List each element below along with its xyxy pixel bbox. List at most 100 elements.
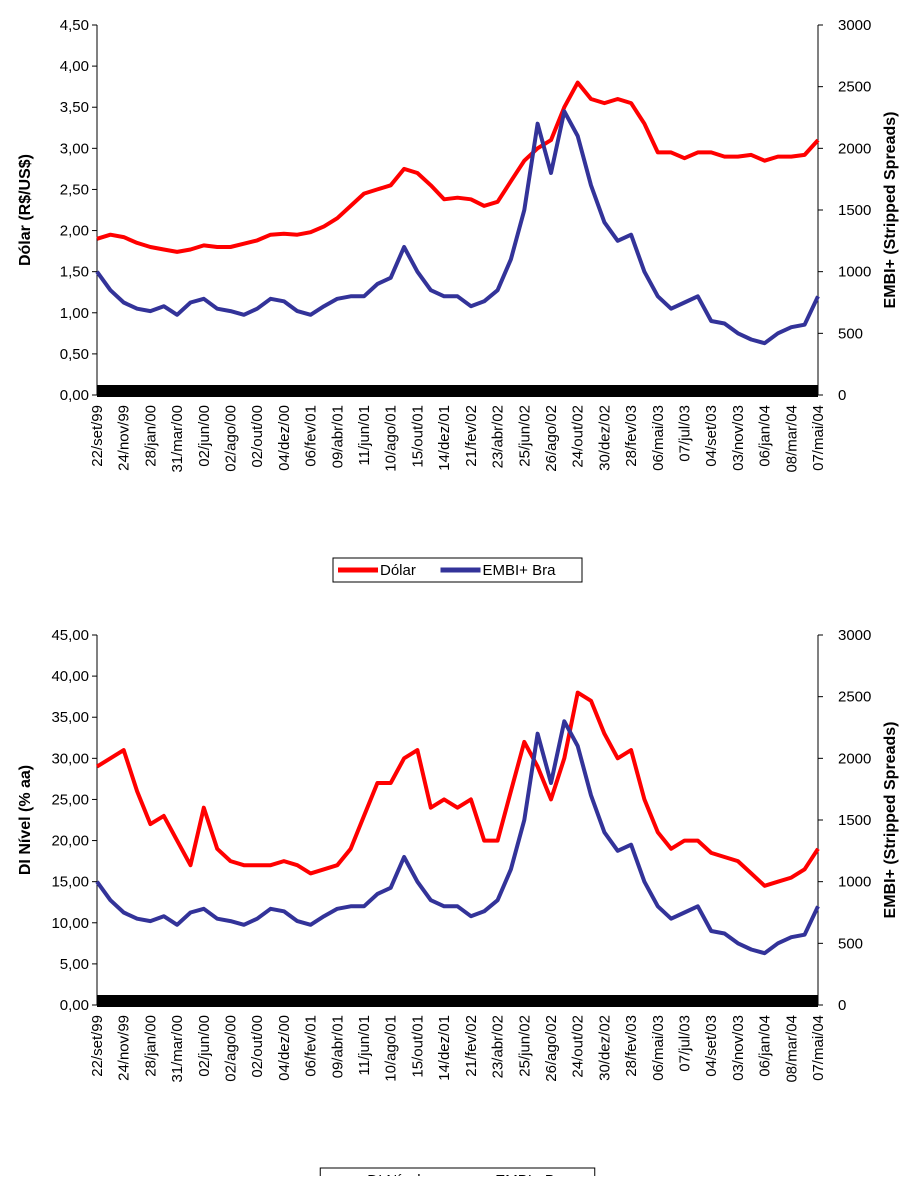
- y2-tick-label: 2500: [838, 79, 871, 96]
- x-tick-label: 04/set/03: [703, 1015, 720, 1077]
- x-tick-label: 06/jan/04: [757, 1015, 774, 1077]
- y-tick-label: 5,00: [60, 956, 89, 973]
- y-tick-label: 10,00: [51, 915, 89, 932]
- legend-label: DI Nível: [367, 1172, 420, 1176]
- y-tick-label: 30,00: [51, 750, 89, 767]
- y2-tick-label: 0: [838, 387, 846, 404]
- x-tick-label: 02/jun/00: [196, 1015, 213, 1077]
- x-tick-label: 08/mar/04: [783, 1015, 800, 1083]
- x-tick-label: 31/mar/00: [169, 405, 186, 473]
- x-tick-label: 25/jun/02: [516, 1015, 533, 1077]
- y2-tick-label: 2000: [838, 140, 871, 157]
- x-tick-label: 11/jun/01: [356, 1015, 373, 1076]
- legend-label: EMBI+ Bra: [483, 562, 557, 579]
- x-tick-label: 30/dez/02: [596, 405, 613, 471]
- x-tick-label: 02/out/00: [249, 405, 266, 468]
- y-tick-label: 25,00: [51, 791, 89, 808]
- x-tick-label: 06/mai/03: [650, 405, 667, 471]
- x-tick-label: 26/ago/02: [543, 405, 560, 472]
- x-tick-label: 02/ago/00: [223, 405, 240, 472]
- x-tick-label: 21/fev/02: [463, 1015, 480, 1077]
- x-tick-label: 31/mar/00: [169, 1015, 186, 1083]
- x-tick-label: 03/nov/03: [730, 1015, 747, 1081]
- x-tick-label: 09/abr/01: [329, 405, 346, 468]
- y-tick-label: 15,00: [51, 874, 89, 891]
- y-axis-label: DI Nível (% aa): [17, 765, 34, 875]
- x-tick-label: 10/ago/01: [383, 1015, 400, 1082]
- x-tick-label: 22/set/99: [89, 1015, 106, 1077]
- x-tick-label: 10/ago/01: [383, 405, 400, 472]
- x-tick-label: 30/dez/02: [596, 1015, 613, 1081]
- x-tick-label: 04/set/03: [703, 405, 720, 467]
- x-tick-label: 06/mai/03: [650, 1015, 667, 1081]
- x-tick-label: 24/out/02: [570, 405, 587, 468]
- x-tick-label: 24/nov/99: [116, 405, 133, 471]
- x-tick-label: 02/jun/00: [196, 405, 213, 467]
- y-tick-label: 1,50: [60, 264, 89, 281]
- x-tick-label: 21/fev/02: [463, 405, 480, 467]
- y-tick-label: 0,00: [60, 387, 89, 404]
- legend-label: EMBI+ Bra: [495, 1172, 569, 1176]
- x-tick-label: 07/mai/04: [810, 1015, 827, 1081]
- y-tick-label: 0,50: [60, 346, 89, 363]
- y2-tick-label: 3000: [838, 627, 871, 644]
- x-tick-label: 15/out/01: [409, 1015, 426, 1078]
- x-tick-label: 06/fev/01: [303, 1015, 320, 1077]
- y2-tick-label: 1500: [838, 812, 871, 829]
- series-line: [95, 719, 820, 956]
- series-line: [96, 80, 820, 254]
- y2-tick-label: 3000: [838, 17, 871, 34]
- x-tick-label: 28/jan/00: [142, 405, 159, 467]
- y2-tick-label: 1500: [838, 202, 871, 219]
- x-tick-label: 26/ago/02: [543, 1015, 560, 1082]
- y-tick-label: 3,50: [60, 99, 89, 116]
- x-tick-label: 06/fev/01: [303, 405, 320, 467]
- x-tick-label: 04/dez/00: [276, 1015, 293, 1081]
- y-tick-label: 3,00: [60, 140, 89, 157]
- x-tick-label: 14/dez/01: [436, 405, 453, 471]
- y2-axis-label: EMBI+ (Stripped Spreads): [882, 112, 899, 309]
- x-tick-label: 02/out/00: [249, 1015, 266, 1078]
- x-tick-label: 28/fev/03: [623, 405, 640, 467]
- x-tick-label: 22/set/99: [89, 405, 106, 467]
- x-tick-label: 02/ago/00: [223, 1015, 240, 1082]
- x-tick-label: 07/jul/03: [676, 1015, 693, 1072]
- x-tick-label: 25/jun/02: [516, 405, 533, 467]
- y-tick-label: 4,50: [60, 17, 89, 34]
- y-tick-label: 40,00: [51, 668, 89, 685]
- x-tick-label: 04/dez/00: [276, 405, 293, 471]
- y2-axis-label: EMBI+ (Stripped Spreads): [882, 722, 899, 919]
- legend: Dólar EMBI+ Bra: [332, 557, 583, 583]
- y-axis-label: Dólar (R$/US$): [17, 154, 34, 266]
- y2-tick-label: 2000: [838, 750, 871, 767]
- x-axis-band: [97, 995, 818, 1007]
- series-line: [95, 109, 820, 346]
- y-tick-label: 45,00: [51, 627, 89, 644]
- x-tick-label: 24/nov/99: [116, 1015, 133, 1081]
- x-tick-label: 07/jul/03: [676, 405, 693, 462]
- x-axis-band: [97, 385, 818, 397]
- x-tick-label: 23/abr/02: [490, 405, 507, 468]
- x-tick-label: 28/jan/00: [142, 1015, 159, 1077]
- legend-label: Dólar: [380, 562, 416, 579]
- y-tick-label: 2,50: [60, 181, 89, 198]
- x-tick-label: 06/jan/04: [757, 405, 774, 467]
- y-tick-label: 35,00: [51, 709, 89, 726]
- y2-tick-label: 1000: [838, 264, 871, 281]
- x-tick-label: 03/nov/03: [730, 405, 747, 471]
- series-line: [95, 690, 820, 888]
- x-tick-label: 09/abr/01: [329, 1015, 346, 1078]
- y2-tick-label: 500: [838, 935, 863, 952]
- x-tick-label: 15/out/01: [409, 405, 426, 468]
- y2-tick-label: 1000: [838, 874, 871, 891]
- x-tick-label: 24/out/02: [570, 1015, 587, 1078]
- x-tick-label: 23/abr/02: [490, 1015, 507, 1078]
- x-tick-label: 07/mai/04: [810, 405, 827, 471]
- x-tick-label: 28/fev/03: [623, 1015, 640, 1077]
- y-tick-label: 1,00: [60, 305, 89, 322]
- y2-tick-label: 500: [838, 325, 863, 342]
- y2-tick-label: 2500: [838, 689, 871, 706]
- x-tick-label: 14/dez/01: [436, 1015, 453, 1081]
- y-tick-label: 4,00: [60, 58, 89, 75]
- x-tick-label: 11/jun/01: [356, 405, 373, 466]
